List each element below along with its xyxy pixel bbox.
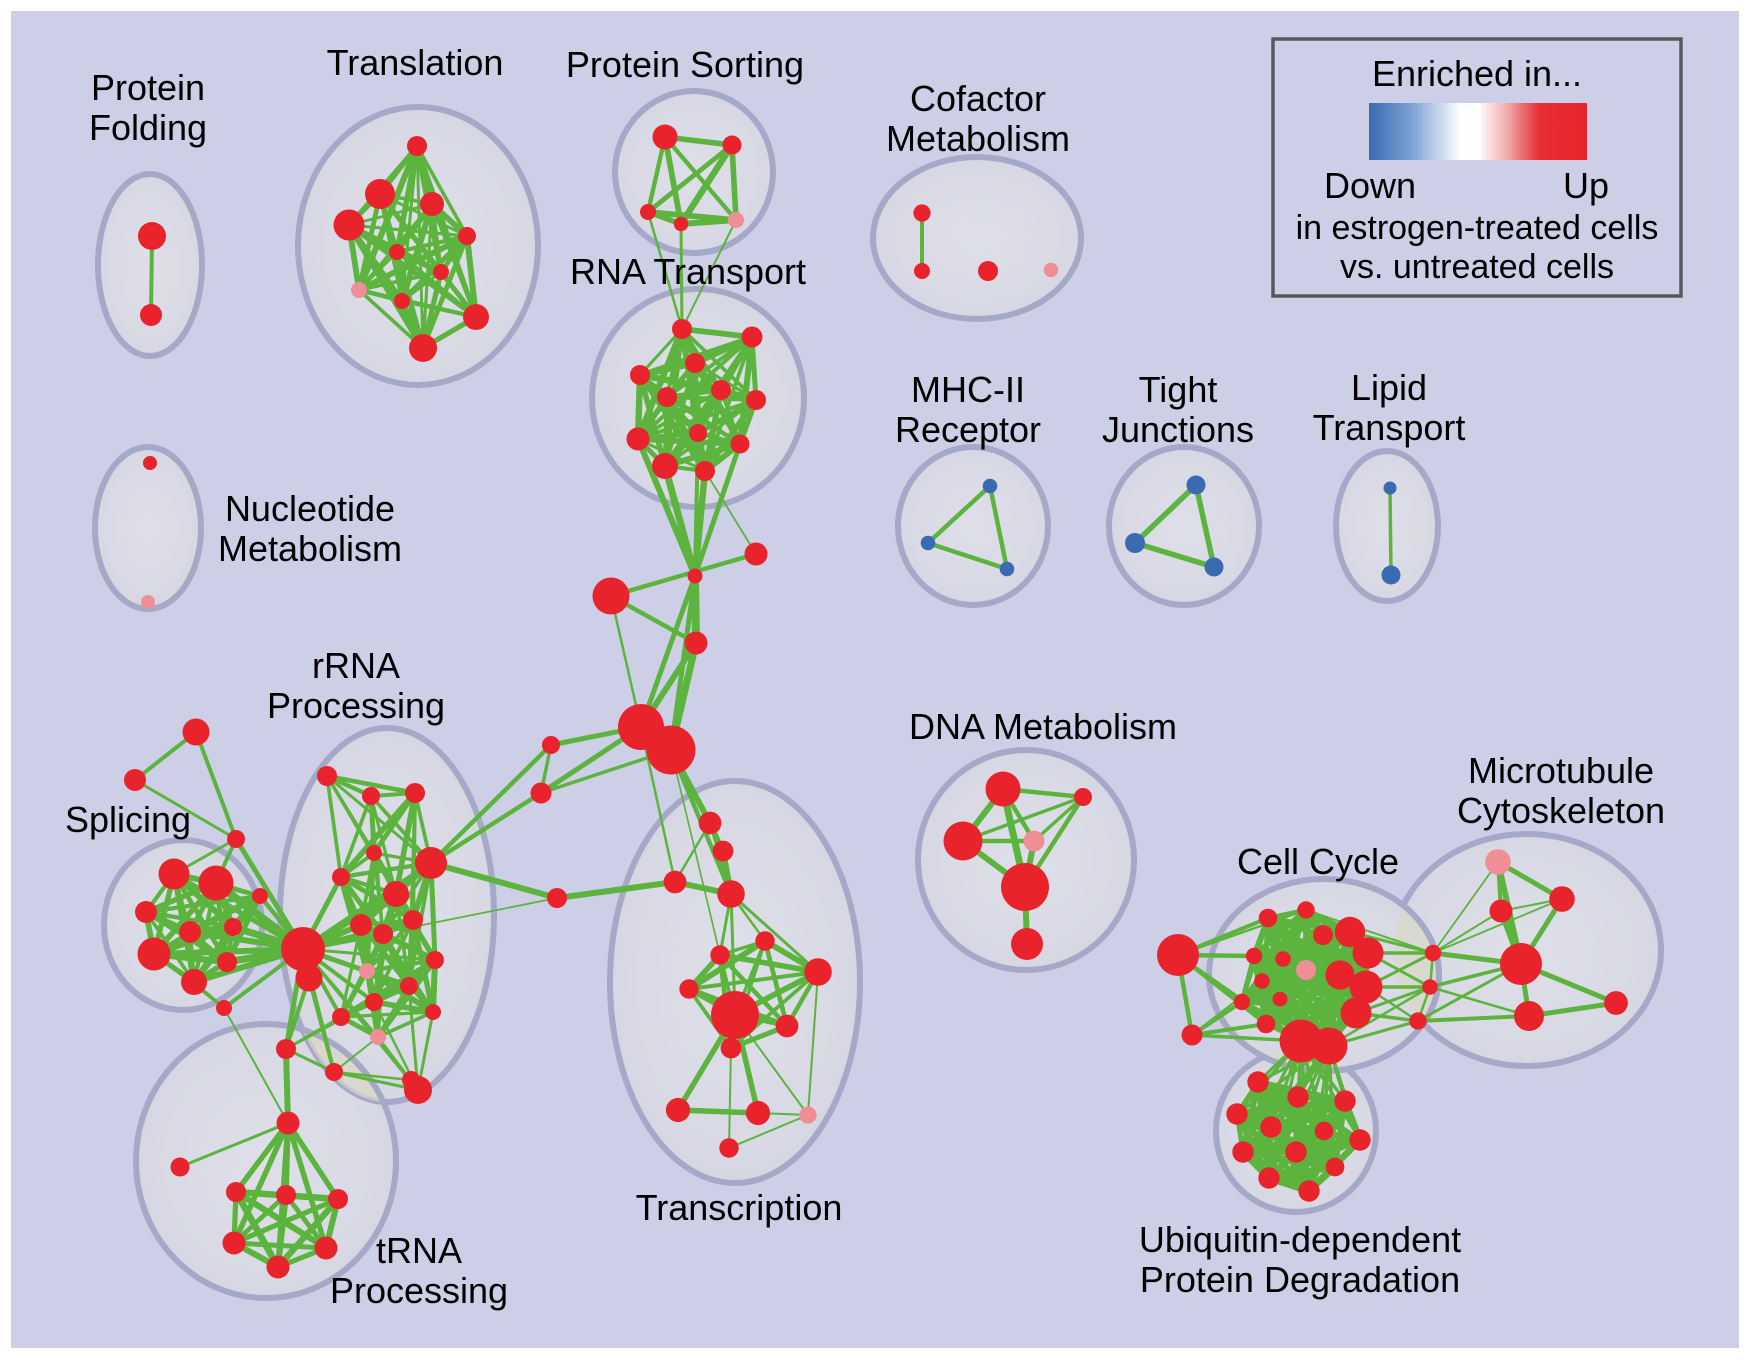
svg-text:in estrogen-treated cells: in estrogen-treated cells [1296,209,1659,247]
svg-text:vs. untreated cells: vs. untreated cells [1340,248,1614,286]
svg-text:Transport: Transport [1313,407,1466,448]
svg-text:DNA Metabolism: DNA Metabolism [909,706,1177,747]
svg-text:Processing: Processing [267,685,445,726]
svg-text:Cofactor: Cofactor [910,78,1046,119]
svg-text:MHC-II: MHC-II [911,369,1025,410]
svg-text:RNA Transport: RNA Transport [570,251,806,292]
svg-text:Protein Degradation: Protein Degradation [1140,1259,1460,1300]
svg-text:Splicing: Splicing [65,799,191,840]
svg-text:Folding: Folding [89,107,207,148]
svg-text:Metabolism: Metabolism [218,528,402,569]
svg-text:Protein Sorting: Protein Sorting [566,44,804,85]
svg-text:Transcription: Transcription [636,1187,843,1228]
svg-text:Metabolism: Metabolism [886,118,1070,159]
svg-text:Cell Cycle: Cell Cycle [1237,841,1399,882]
svg-text:tRNA: tRNA [376,1230,462,1271]
svg-text:Down: Down [1324,165,1416,206]
svg-text:Protein: Protein [91,67,205,108]
svg-text:Microtubule: Microtubule [1468,750,1654,791]
svg-text:rRNA: rRNA [312,645,400,686]
svg-text:Processing: Processing [330,1270,508,1311]
svg-text:Junctions: Junctions [1102,409,1254,450]
svg-text:Translation: Translation [327,42,504,83]
svg-text:Tight: Tight [1139,369,1218,410]
svg-text:Cytoskeleton: Cytoskeleton [1457,790,1665,831]
svg-text:Receptor: Receptor [895,409,1041,450]
svg-text:Ubiquitin-dependent: Ubiquitin-dependent [1139,1219,1461,1260]
svg-text:Enriched in...: Enriched in... [1372,53,1582,94]
svg-text:Up: Up [1563,165,1609,206]
svg-text:Nucleotide: Nucleotide [225,488,395,529]
svg-text:Lipid: Lipid [1351,367,1427,408]
